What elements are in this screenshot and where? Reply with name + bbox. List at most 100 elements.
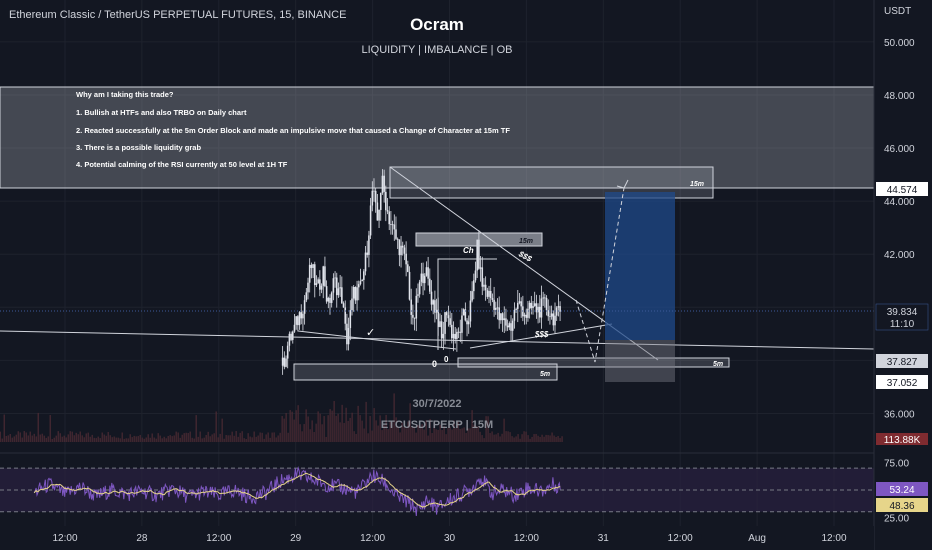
candle-body — [484, 284, 487, 291]
time-axis[interactable] — [0, 526, 874, 550]
candle-body — [481, 267, 484, 287]
zone-5m-left[interactable] — [293, 363, 558, 381]
volume-bar — [189, 431, 191, 442]
volume-bar — [485, 416, 487, 442]
candle-body — [334, 277, 336, 279]
time-tick-label: 30 — [444, 533, 456, 544]
zone-15m-mid[interactable] — [415, 232, 543, 247]
choch-label: Ch — [463, 246, 474, 255]
volume-bar — [355, 433, 357, 442]
candle-body — [417, 294, 419, 296]
volume-bar — [529, 438, 531, 442]
candle-body — [508, 323, 511, 328]
candle-body — [386, 210, 389, 212]
volume-bar — [199, 431, 201, 442]
volume-bar — [233, 435, 235, 442]
badge-level-top — [876, 182, 928, 196]
volume-bar — [547, 435, 549, 442]
candle-body — [366, 252, 369, 255]
volume-bar — [105, 435, 107, 442]
candle-body — [518, 301, 521, 303]
candle-body — [429, 278, 431, 292]
volume-bar — [159, 435, 161, 442]
volume-bar — [549, 435, 551, 442]
volume-bar — [429, 418, 431, 442]
volume-bar — [139, 434, 141, 442]
target-zone[interactable] — [605, 192, 675, 340]
volume-bar — [35, 436, 37, 442]
volume-bar — [453, 420, 455, 442]
volume-bar — [265, 434, 267, 442]
volume-bar — [519, 438, 521, 442]
volume-bar — [161, 438, 163, 442]
candle-body — [346, 323, 348, 345]
candle-body — [359, 281, 362, 285]
candle-body — [295, 316, 297, 325]
volume-bar — [415, 432, 417, 442]
volume-bar — [39, 434, 41, 442]
volume-bar — [361, 420, 363, 442]
volume-bar — [513, 437, 515, 442]
candle-body — [545, 297, 548, 311]
volume-bar — [107, 432, 109, 442]
volume-bar — [17, 431, 19, 442]
candle-body — [313, 264, 316, 286]
candle-body — [420, 273, 423, 282]
volume-bar — [135, 436, 137, 442]
volume-bar — [459, 428, 461, 442]
volume-bar — [431, 433, 433, 442]
volume-bar — [407, 421, 409, 442]
volume-bar — [379, 415, 381, 442]
volume-bar — [221, 418, 223, 442]
candle-body — [473, 280, 475, 292]
volume-bar — [509, 432, 511, 442]
volume-bar — [23, 431, 25, 442]
volume-bar — [539, 436, 541, 442]
volume-bar — [383, 425, 385, 442]
volume-bar — [81, 435, 83, 442]
time-tick-label: 29 — [290, 533, 302, 544]
long-trendline[interactable] — [0, 330, 875, 350]
volume-bar — [311, 420, 313, 442]
volume-bar — [457, 421, 459, 442]
candle-body — [344, 307, 347, 324]
support-trendline[interactable] — [297, 330, 457, 350]
volume-bar — [275, 437, 277, 442]
candle-body — [297, 316, 299, 326]
currency-label: USDT — [884, 6, 911, 17]
price-tick-label: 42.000 — [884, 250, 915, 261]
candle-body — [503, 318, 506, 321]
volume-bar — [495, 434, 497, 442]
stop-zone[interactable] — [605, 340, 675, 382]
volume-bar — [315, 423, 317, 442]
notes-item-2: 2. Reacted successfully at the 5m Order … — [76, 126, 510, 135]
volume-bar — [197, 436, 199, 442]
candle-body — [398, 239, 401, 256]
volume-bar — [455, 428, 457, 442]
volume-bar — [165, 438, 167, 442]
price-axis[interactable] — [874, 0, 932, 550]
badge-level-mid-text: 37.827 — [887, 357, 918, 368]
volume-bar — [347, 420, 349, 442]
choch-bracket[interactable] — [437, 258, 497, 350]
rising-trendline[interactable] — [469, 323, 613, 349]
candle-body — [413, 317, 416, 319]
candle-body — [454, 333, 456, 339]
time-tick-label: 12:00 — [668, 533, 693, 544]
candle-body — [395, 229, 397, 239]
volume-bar — [253, 431, 255, 442]
volume-bar — [297, 405, 299, 442]
zone-15m-top[interactable] — [389, 166, 714, 199]
volume-bar — [399, 432, 401, 442]
candle-body — [515, 308, 517, 310]
zone-5m-right[interactable] — [457, 357, 730, 368]
volume-bar — [321, 424, 323, 442]
candle-body — [300, 312, 303, 319]
candle-body — [505, 318, 507, 326]
candle-body — [513, 309, 516, 321]
volume-bar — [47, 436, 49, 442]
volume-bar — [123, 438, 125, 442]
candle-body — [327, 297, 330, 302]
volume-bar — [503, 418, 505, 442]
volume-bar — [469, 428, 471, 442]
